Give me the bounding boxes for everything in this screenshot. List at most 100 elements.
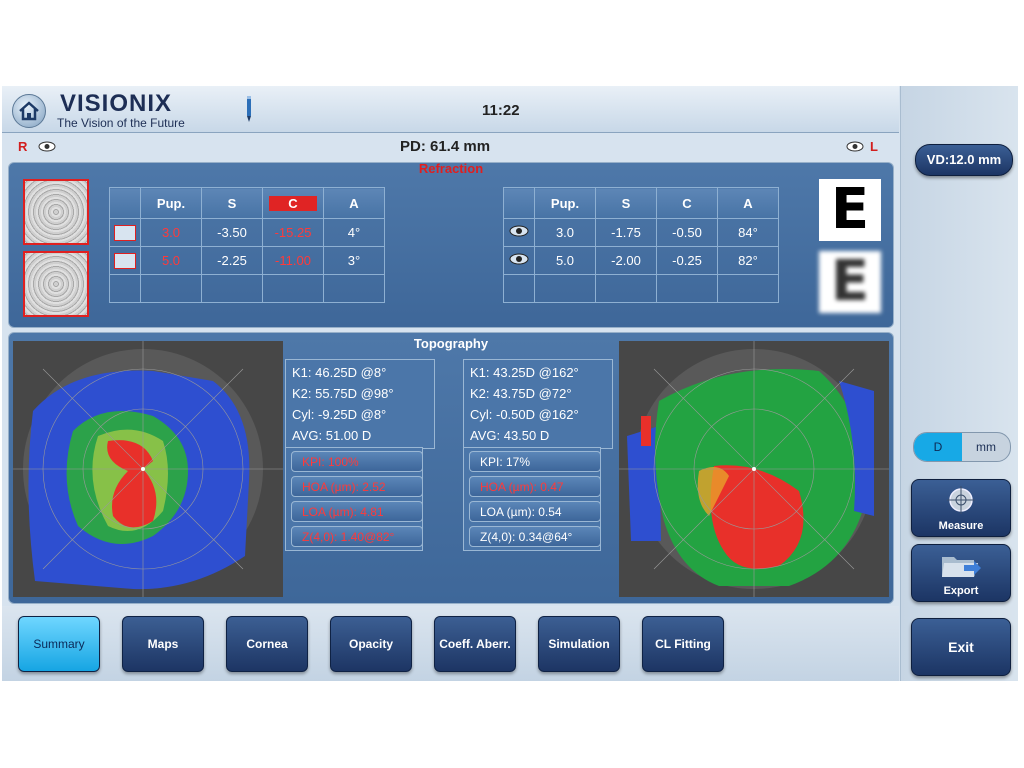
sphere-value: -2.25: [201, 246, 263, 275]
tab-opacity[interactable]: Opacity: [330, 616, 412, 672]
eye-icon[interactable]: [114, 252, 136, 269]
export-button[interactable]: Export: [911, 544, 1011, 602]
measure-button[interactable]: Measure: [911, 479, 1011, 537]
pupil-value: 5.0: [140, 246, 202, 275]
axis-value: 84°: [717, 218, 779, 247]
crosshair-icon: [947, 486, 975, 514]
topography-title: Topography: [413, 336, 489, 351]
sphere-value: -1.75: [595, 218, 657, 247]
header-bar: VISIONIX The Vision of the Future 11:22: [2, 86, 899, 133]
eye-icon[interactable]: [114, 224, 136, 241]
hoa-stat: HOA (µm): 2.52: [291, 476, 423, 497]
folder-icon: [942, 557, 981, 577]
k1-value: K1: 46.25D @8°: [292, 365, 387, 380]
avg-value: AVG: 43.50 D: [470, 428, 550, 443]
table-row[interactable]: 5.0 -2.25 -11.00 3°: [109, 246, 385, 275]
pupil-value: 3.0: [534, 218, 596, 247]
table-row: [503, 274, 779, 303]
brand-logo: VISIONIX: [60, 90, 173, 117]
unit-toggle[interactable]: D mm: [913, 432, 1011, 462]
table-row: [109, 274, 385, 303]
table-header-row: Pup. S C A: [109, 187, 385, 219]
eye-cell[interactable]: [503, 218, 535, 247]
unit-mm-option[interactable]: mm: [976, 440, 996, 454]
eye-icon[interactable]: [509, 225, 529, 237]
right-eye-k-values: K1: 46.25D @8° K2: 55.75D @98° Cyl: -9.2…: [285, 359, 435, 449]
eye-icon: [846, 141, 864, 152]
kpi-stat: KPI: 17%: [469, 451, 601, 472]
header-cell: S: [595, 187, 657, 219]
refraction-panel: Refraction Pup. S C A 3.0 -3.50 -15.25 4…: [8, 161, 894, 328]
brand-tagline: The Vision of the Future: [57, 116, 185, 130]
refraction-title: Refraction: [418, 161, 484, 176]
retro-image-3mm[interactable]: [23, 179, 89, 245]
cylinder-value: -0.25: [656, 246, 718, 275]
avg-value: AVG: 51.00 D: [292, 428, 372, 443]
cyl-value: Cyl: -0.50D @162°: [470, 407, 579, 422]
tab-coeff-aberr[interactable]: Coeff. Aberr.: [434, 616, 516, 672]
pd-row: R PD: 61.4 mm L: [2, 134, 899, 158]
table-row[interactable]: 5.0 -2.00 -0.25 82°: [503, 246, 779, 275]
left-eye-label: L: [870, 139, 878, 154]
home-button[interactable]: [12, 94, 46, 128]
cylinder-value: -15.25: [262, 218, 324, 247]
sphere-value: -3.50: [201, 218, 263, 247]
topography-panel: Topography K1: 46.25D @8° K2: 55.75D @98…: [8, 332, 894, 604]
pupil-value: 3.0: [140, 218, 202, 247]
header-cell: C: [656, 187, 718, 219]
left-eye-k-values: K1: 43.25D @162° K2: 43.75D @72° Cyl: -0…: [463, 359, 613, 449]
clock: 11:22: [482, 102, 520, 119]
zernike-stat: Z(4,0): 1.40@82°: [291, 526, 423, 547]
axis-value: 82°: [717, 246, 779, 275]
table-header-row: Pup. S C A: [503, 187, 779, 219]
sharp-e-chart[interactable]: E: [819, 179, 881, 241]
blurred-e-chart[interactable]: E: [819, 251, 881, 313]
vd-button[interactable]: VD:12.0 mm: [915, 144, 1013, 176]
zernike-stat: Z(4,0): 0.34@64°: [469, 526, 601, 547]
tab-bar: Summary Maps Cornea Opacity Coeff. Aberr…: [2, 606, 899, 681]
loa-stat: LOA (µm): 4.81: [291, 501, 423, 522]
unit-d-option[interactable]: D: [914, 433, 962, 461]
header-cell: S: [201, 187, 263, 219]
sphere-value: -2.00: [595, 246, 657, 275]
tab-cl-fitting[interactable]: CL Fitting: [642, 616, 724, 672]
header-cell: [109, 187, 141, 219]
header-cell: Pup.: [534, 187, 596, 219]
header-cell-c: C: [262, 187, 324, 219]
right-eye-topography-map[interactable]: [13, 341, 283, 597]
hoa-stat: HOA (µm): 0.47: [469, 476, 601, 497]
tab-summary[interactable]: Summary: [18, 616, 100, 672]
home-icon: [19, 101, 39, 121]
tab-cornea[interactable]: Cornea: [226, 616, 308, 672]
header-cell: A: [323, 187, 385, 219]
pen-icon[interactable]: [244, 96, 254, 124]
measure-label: Measure: [938, 520, 984, 532]
header-cell: [503, 187, 535, 219]
header-cell: A: [717, 187, 779, 219]
axis-value: 4°: [323, 218, 385, 247]
eye-cell[interactable]: [109, 246, 141, 275]
table-row[interactable]: 3.0 -1.75 -0.50 84°: [503, 218, 779, 247]
k1-value: K1: 43.25D @162°: [470, 365, 579, 380]
eye-cell[interactable]: [503, 246, 535, 275]
tab-simulation[interactable]: Simulation: [538, 616, 620, 672]
pd-value: PD: 61.4 mm: [400, 138, 491, 155]
cyl-value: Cyl: -9.25D @8°: [292, 407, 387, 422]
eye-cell[interactable]: [109, 218, 141, 247]
exit-button[interactable]: Exit: [911, 618, 1011, 676]
left-eye-topography-map[interactable]: [619, 341, 889, 597]
export-label: Export: [943, 585, 979, 597]
right-refraction-table: Pup. S C A 3.0 -3.50 -15.25 4° 5.0 -2.25…: [109, 187, 385, 303]
left-refraction-table: Pup. S C A 3.0 -1.75 -0.50 84° 5.0 -2.00: [503, 187, 779, 303]
tab-maps[interactable]: Maps: [122, 616, 204, 672]
right-eye-label: R: [18, 139, 28, 154]
axis-value: 3°: [323, 246, 385, 275]
app-window: VISIONIX The Vision of the Future 11:22 …: [2, 86, 1018, 681]
eye-icon: [38, 141, 56, 152]
table-row[interactable]: 3.0 -3.50 -15.25 4°: [109, 218, 385, 247]
retro-image-5mm[interactable]: [23, 251, 89, 317]
kpi-stat: KPI: 100%: [291, 451, 423, 472]
cylinder-value: -0.50: [656, 218, 718, 247]
loa-stat: LOA (µm): 0.54: [469, 501, 601, 522]
eye-icon[interactable]: [509, 253, 529, 265]
